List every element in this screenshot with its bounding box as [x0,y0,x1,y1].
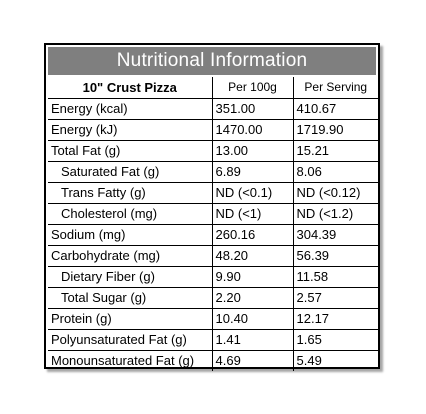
value-per-100g: 48.20 [211,244,294,267]
value-per-serving: 1719.90 [292,118,378,141]
nutrient-label: Trans Fatty (g) [48,181,213,204]
value-per-100g: 9.90 [211,265,294,288]
value-per-100g: ND (<0.1) [211,181,294,204]
value-per-100g: 4.69 [211,349,294,371]
value-per-100g: 6.89 [211,160,294,183]
value-per-100g: ND (<1) [211,202,294,225]
nutrient-label: Protein (g) [48,307,213,330]
column-header-per-100g: Per 100g [211,77,294,99]
nutrient-label: Energy (kcal) [48,97,213,120]
table-row: Saturated Fat (g) 6.89 8.06 [48,160,378,183]
table-row: Sodium (mg) 260.16 304.39 [48,223,378,246]
table-row: Trans Fatty (g) ND (<0.1) ND (<0.12) [48,181,378,204]
value-per-serving: 12.17 [292,307,378,330]
table-row: Carbohydrate (mg) 48.20 56.39 [48,244,378,267]
table-row: Energy (kcal) 351.00 410.67 [48,97,378,120]
value-per-serving: 15.21 [292,139,378,162]
table-row: Total Fat (g) 13.00 15.21 [48,139,378,162]
table-row: Dietary Fiber (g) 9.90 11.58 [48,265,378,288]
nutrient-label: Carbohydrate (mg) [48,244,213,267]
nutrient-label: Total Sugar (g) [48,286,213,309]
nutrition-table: 10" Crust Pizza Per 100g Per Serving Ene… [48,77,378,371]
value-per-100g: 351.00 [211,97,294,120]
value-per-serving: 56.39 [292,244,378,267]
value-per-serving: 304.39 [292,223,378,246]
value-per-100g: 13.00 [211,139,294,162]
nutrient-label: Polyunsaturated Fat (g) [48,328,213,351]
nutrient-label: Sodium (mg) [48,223,213,246]
value-per-100g: 2.20 [211,286,294,309]
value-per-serving: ND (<1.2) [292,202,378,225]
nutrient-label: Saturated Fat (g) [48,160,213,183]
value-per-serving: ND (<0.12) [292,181,378,204]
table-row: Total Sugar (g) 2.20 2.57 [48,286,378,309]
table-row: Energy (kJ) 1470.00 1719.90 [48,118,378,141]
value-per-serving: 8.06 [292,160,378,183]
table-row: Protein (g) 10.40 12.17 [48,307,378,330]
nutrient-rows: Energy (kcal) 351.00 410.67 Energy (kJ) 1470… [48,97,378,371]
nutrient-label: Energy (kJ) [48,118,213,141]
value-per-serving: 5.49 [292,349,378,371]
value-per-serving: 11.58 [292,265,378,288]
header-row: 10" Crust Pizza Per 100g Per Serving [48,77,378,99]
value-per-100g: 10.40 [211,307,294,330]
nutrient-label: Total Fat (g) [48,139,213,162]
nutrient-label: Dietary Fiber (g) [48,265,213,288]
table-row: Cholesterol (mg) ND (<1) ND (<1.2) [48,202,378,225]
table-row: Polyunsaturated Fat (g) 1.41 1.65 [48,328,378,351]
value-per-100g: 260.16 [211,223,294,246]
table-row: Monounsaturated Fat (g) 4.69 5.49 [48,349,378,371]
nutrition-panel: Nutritional Information 10" Crust Pizza … [44,43,380,371]
nutrient-label: Cholesterol (mg) [48,202,213,225]
value-per-100g: 1470.00 [211,118,294,141]
value-per-serving: 1.65 [292,328,378,351]
nutrient-label: Monounsaturated Fat (g) [48,349,213,371]
column-header-per-serving: Per Serving [292,77,378,99]
value-per-100g: 1.41 [211,328,294,351]
value-per-serving: 410.67 [292,97,378,120]
value-per-serving: 2.57 [292,286,378,309]
panel-title: Nutritional Information [48,47,376,75]
product-name: 10" Crust Pizza [48,77,213,99]
